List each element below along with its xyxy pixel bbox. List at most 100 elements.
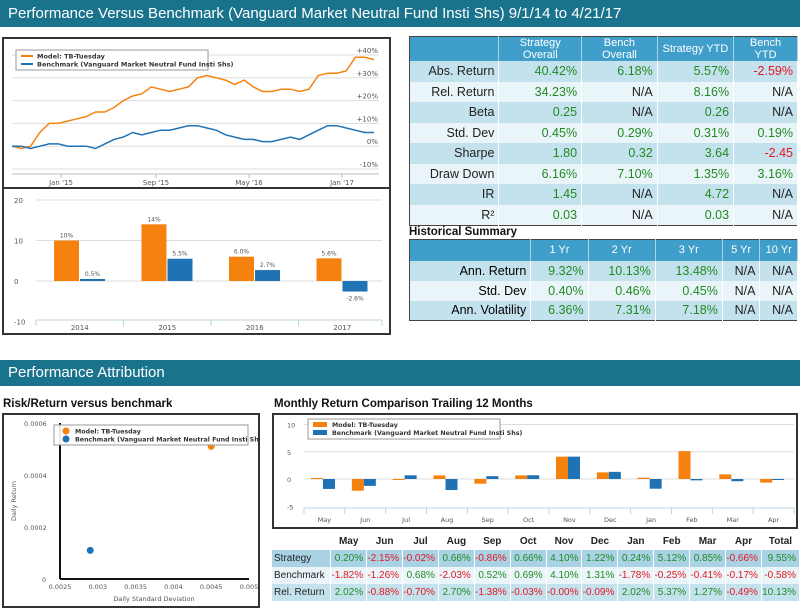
value-cell: 0.19%: [733, 122, 798, 143]
data-label: 10%: [60, 233, 74, 240]
table-row: Beta 0.25 N/A 0.26 N/A: [409, 102, 798, 123]
value-cell: 5.57%: [657, 61, 735, 82]
value-cell: -0.00%: [546, 584, 583, 601]
model-bar: [54, 240, 79, 281]
value-cell: -2.03%: [438, 567, 475, 584]
value-cell: -1.26%: [366, 567, 404, 584]
row-label: Ann. Return: [409, 260, 532, 281]
row-label: Beta: [409, 102, 500, 123]
value-cell: 0.03: [657, 204, 735, 225]
legend-model-label: Model: TB-Tuesday: [37, 53, 106, 61]
x-tick-label: Feb: [686, 516, 698, 524]
y-tick-label: 0: [287, 476, 291, 484]
column-header: Bench YTD: [733, 36, 798, 61]
column-header: 5 Yr: [722, 239, 761, 261]
model-bar: [515, 475, 528, 479]
model-bar: [719, 474, 732, 479]
model-line: [11, 56, 375, 150]
x-axis-label: Daily Standard Deviation: [113, 595, 194, 603]
value-cell: 0.32: [581, 143, 658, 164]
value-cell: N/A: [733, 204, 798, 225]
section-title: Performance Attribution: [8, 364, 165, 381]
y-tick-label: 0%: [367, 138, 378, 146]
benchmark-bar: [323, 479, 335, 489]
table-row: Benchmark -1.82% -1.26% 0.68% -2.03% 0.52% 0.6…: [272, 567, 800, 584]
x-tick-label: Mar: [727, 516, 740, 524]
table-row: Abs. Return 40.42% 6.18% 5.57% -2.59%: [409, 61, 798, 82]
row-label: Benchmark: [272, 567, 332, 584]
value-cell: -1.82%: [330, 567, 368, 584]
value-cell: N/A: [759, 260, 798, 281]
column-header: Dec: [581, 533, 618, 550]
row-label: Sharpe: [409, 143, 500, 164]
value-cell: 5.37%: [653, 584, 691, 601]
value-cell: N/A: [722, 300, 761, 321]
model-bar: [760, 479, 773, 483]
model-bar: [556, 456, 568, 479]
legend-benchmark-label: Benchmark (Vanguard Market Neutral Fund …: [75, 437, 258, 444]
value-cell: 6.16%: [498, 163, 583, 184]
cumulative-return-chart: -10% 0% +10% +20% +30% +40% Jan '15 Sep '15 May …: [2, 37, 391, 189]
benchmark-bar: [690, 479, 703, 481]
model-bar: [637, 477, 650, 479]
column-header: Strategy Overall: [498, 36, 583, 61]
monthly-return-title: Monthly Return Comparison Trailing 12 Mo…: [274, 398, 533, 410]
y-tick-label: 0.0006: [24, 420, 47, 428]
row-label: Rel. Return: [409, 81, 500, 102]
legend-model-label: Model: TB-Tuesday: [332, 422, 398, 429]
data-label: 5.6%: [321, 250, 337, 257]
model-bar: [433, 475, 446, 479]
performance-attribution-banner: Performance Attribution: [0, 360, 800, 386]
page-title-banner: Performance Versus Benchmark (Vanguard M…: [0, 0, 800, 27]
value-cell: 1.27%: [689, 584, 727, 601]
legend-model-swatch: [313, 422, 327, 427]
y-tick-label: +20%: [357, 93, 379, 101]
benchmark-point: [86, 546, 94, 554]
x-tick-label: Jun: [359, 516, 370, 524]
model-bar: [141, 224, 167, 281]
value-cell: 6.18%: [581, 61, 658, 82]
x-tick-label: Dec: [604, 516, 617, 524]
row-label: Draw Down: [409, 163, 500, 184]
value-cell: 2.02%: [330, 584, 368, 601]
legend-model-label: Model: TB-Tuesday: [75, 429, 141, 436]
risk-return-svg: 0 0.0002 0.0004 0.0006 0.0025 0.003 0.0035 0.00…: [10, 420, 265, 603]
table-row: Strategy 0.20% -2.15% -0.02% 0.66% -0.86% 0.66…: [272, 550, 800, 567]
y-tick-label: +40%: [357, 47, 379, 55]
value-cell: 0.03: [498, 204, 583, 225]
y-tick-label: 20: [14, 197, 23, 205]
y-tick-label: 0.0004: [24, 472, 47, 480]
column-header: Nov: [546, 533, 582, 550]
row-label: Strategy: [272, 550, 332, 567]
benchmark-line: [12, 124, 374, 150]
value-cell: -0.66%: [725, 550, 762, 567]
column-header: 3 Yr: [655, 239, 723, 261]
value-cell: 0.25: [498, 102, 583, 123]
value-cell: 34.23%: [498, 81, 583, 102]
value-cell: 3.64: [657, 143, 735, 164]
benchmark-bar: [167, 258, 193, 281]
value-cell: 0.85%: [689, 550, 727, 567]
x-tick-label: 0.005: [240, 583, 258, 591]
monthly-return-table: May Jun Jul Aug Sep Oct Nov Dec Jan Feb Mar Apr Tota…: [272, 533, 800, 601]
x-tick-label: Sep '15: [143, 179, 169, 187]
column-header: Strategy YTD: [657, 36, 735, 61]
benchmark-bar: [649, 479, 662, 489]
value-cell: 0.29%: [581, 122, 658, 143]
value-cell: N/A: [759, 300, 798, 321]
benchmark-bar: [608, 471, 621, 479]
model-bar: [311, 477, 323, 479]
x-tick-label: Nov: [563, 516, 576, 524]
value-cell: 6.36%: [530, 300, 589, 321]
x-tick-label: Jan '15: [48, 179, 73, 187]
value-cell: 0.68%: [402, 567, 439, 584]
x-tick-label: 0.004: [164, 583, 183, 591]
row-label: Rel. Return: [272, 584, 332, 601]
annual-return-chart: -10 0 10 20 2014 10% 0.5% 2015 14% 5.5% 2016 6.0% 2.…: [2, 188, 391, 335]
x-tick-label: 2016: [246, 324, 264, 332]
x-tick-label: 0.003: [88, 583, 107, 591]
historical-summary-table: 1 Yr 2 Yr 3 Yr 5 Yr 10 Yr Ann. Return 9.32% 10…: [409, 239, 798, 321]
x-tick-label: 2014: [71, 324, 89, 332]
column-header: Bench Overall: [581, 36, 658, 61]
value-cell: N/A: [581, 184, 658, 205]
